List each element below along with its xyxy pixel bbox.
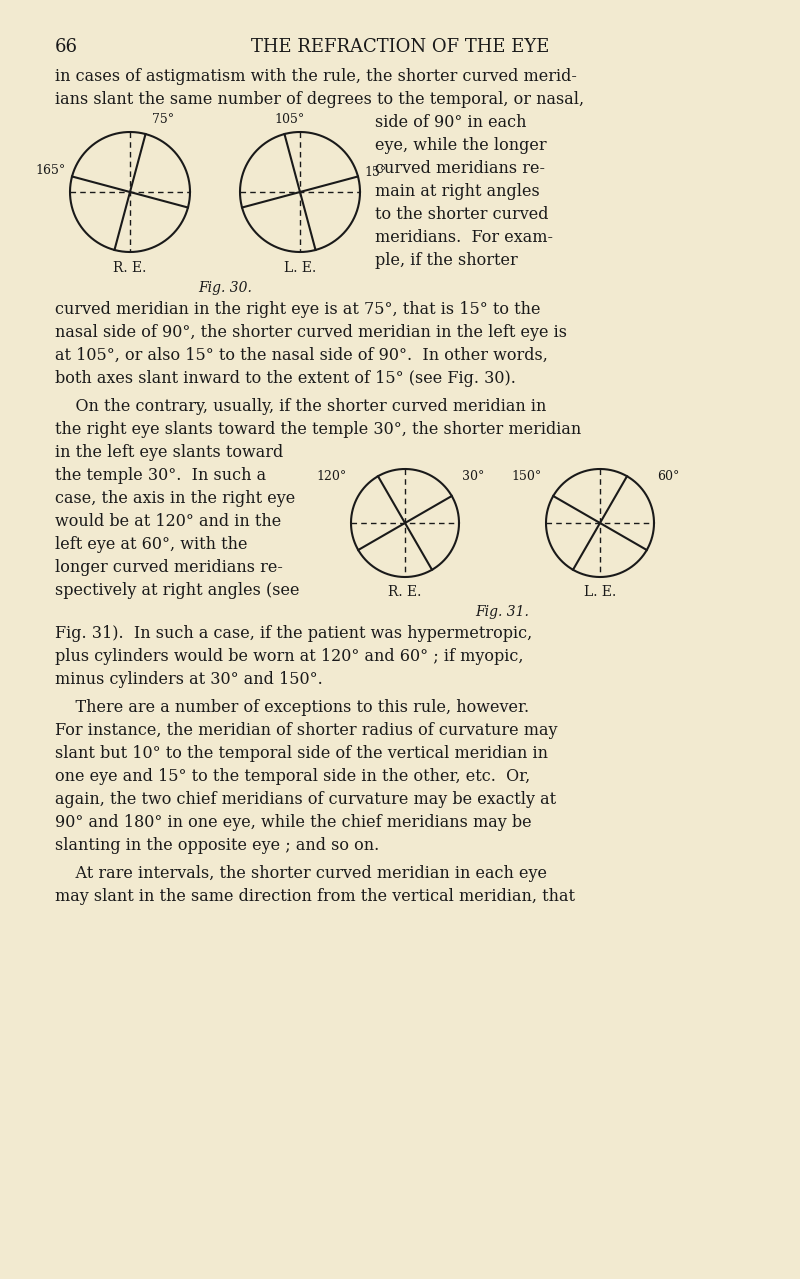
- Text: ians slant the same number of degrees to the temporal, or nasal,: ians slant the same number of degrees to…: [55, 91, 584, 107]
- Text: 90° and 180° in one eye, while the chief meridians may be: 90° and 180° in one eye, while the chief…: [55, 813, 532, 831]
- Text: slant but 10° to the temporal side of the vertical meridian in: slant but 10° to the temporal side of th…: [55, 744, 548, 762]
- Text: 30°: 30°: [462, 471, 484, 483]
- Text: again, the two chief meridians of curvature may be exactly at: again, the two chief meridians of curvat…: [55, 790, 556, 808]
- Text: would be at 120° and in the: would be at 120° and in the: [55, 513, 282, 530]
- Text: plus cylinders would be worn at 120° and 60° ; if myopic,: plus cylinders would be worn at 120° and…: [55, 648, 523, 665]
- Text: longer curved meridians re-: longer curved meridians re-: [55, 559, 283, 576]
- Text: 150°: 150°: [512, 471, 542, 483]
- Text: one eye and 15° to the temporal side in the other, etc.  Or,: one eye and 15° to the temporal side in …: [55, 767, 530, 785]
- Text: curved meridians re-: curved meridians re-: [375, 160, 545, 177]
- Text: R. E.: R. E.: [114, 261, 146, 275]
- Text: Fig. 31.: Fig. 31.: [475, 605, 530, 619]
- Text: the temple 30°.  In such a: the temple 30°. In such a: [55, 467, 266, 483]
- Text: 75°: 75°: [152, 113, 174, 127]
- Text: at 105°, or also 15° to the nasal side of 90°.  In other words,: at 105°, or also 15° to the nasal side o…: [55, 347, 548, 365]
- Text: 66: 66: [55, 38, 78, 56]
- Text: case, the axis in the right eye: case, the axis in the right eye: [55, 490, 295, 506]
- Text: the right eye slants toward the temple 30°, the shorter meridian: the right eye slants toward the temple 3…: [55, 421, 582, 437]
- Text: in the left eye slants toward: in the left eye slants toward: [55, 444, 283, 460]
- Text: THE REFRACTION OF THE EYE: THE REFRACTION OF THE EYE: [251, 38, 549, 56]
- Text: At rare intervals, the shorter curved meridian in each eye: At rare intervals, the shorter curved me…: [55, 865, 547, 883]
- Text: slanting in the opposite eye ; and so on.: slanting in the opposite eye ; and so on…: [55, 836, 379, 854]
- Text: Fig. 31).  In such a case, if the patient was hypermetropic,: Fig. 31). In such a case, if the patient…: [55, 625, 532, 642]
- Text: spectively at right angles (see: spectively at right angles (see: [55, 582, 299, 599]
- Text: to the shorter curved: to the shorter curved: [375, 206, 549, 223]
- Text: There are a number of exceptions to this rule, however.: There are a number of exceptions to this…: [55, 700, 529, 716]
- Text: 15°: 15°: [364, 165, 386, 179]
- Text: 60°: 60°: [657, 471, 679, 483]
- Text: R. E.: R. E.: [388, 585, 422, 599]
- Text: For instance, the meridian of shorter radius of curvature may: For instance, the meridian of shorter ra…: [55, 723, 558, 739]
- Text: nasal side of 90°, the shorter curved meridian in the left eye is: nasal side of 90°, the shorter curved me…: [55, 324, 567, 341]
- Text: curved meridian in the right eye is at 75°, that is 15° to the: curved meridian in the right eye is at 7…: [55, 301, 541, 318]
- Text: meridians.  For exam-: meridians. For exam-: [375, 229, 553, 246]
- Text: may slant in the same direction from the vertical meridian, that: may slant in the same direction from the…: [55, 888, 575, 906]
- Text: eye, while the longer: eye, while the longer: [375, 137, 546, 153]
- Text: 105°: 105°: [275, 113, 305, 127]
- Text: L. E.: L. E.: [584, 585, 616, 599]
- Text: in cases of astigmatism with the rule, the shorter curved merid-: in cases of astigmatism with the rule, t…: [55, 68, 577, 84]
- Text: L. E.: L. E.: [284, 261, 316, 275]
- Text: 120°: 120°: [317, 471, 347, 483]
- Text: side of 90° in each: side of 90° in each: [375, 114, 526, 130]
- Text: Fig. 30.: Fig. 30.: [198, 281, 252, 295]
- Text: ple, if the shorter: ple, if the shorter: [375, 252, 518, 269]
- Text: both axes slant inward to the extent of 15° (see Fig. 30).: both axes slant inward to the extent of …: [55, 370, 516, 388]
- Text: main at right angles: main at right angles: [375, 183, 540, 200]
- Text: left eye at 60°, with the: left eye at 60°, with the: [55, 536, 247, 553]
- Text: minus cylinders at 30° and 150°.: minus cylinders at 30° and 150°.: [55, 671, 322, 688]
- Text: 165°: 165°: [36, 164, 66, 177]
- Text: On the contrary, usually, if the shorter curved meridian in: On the contrary, usually, if the shorter…: [55, 398, 546, 414]
